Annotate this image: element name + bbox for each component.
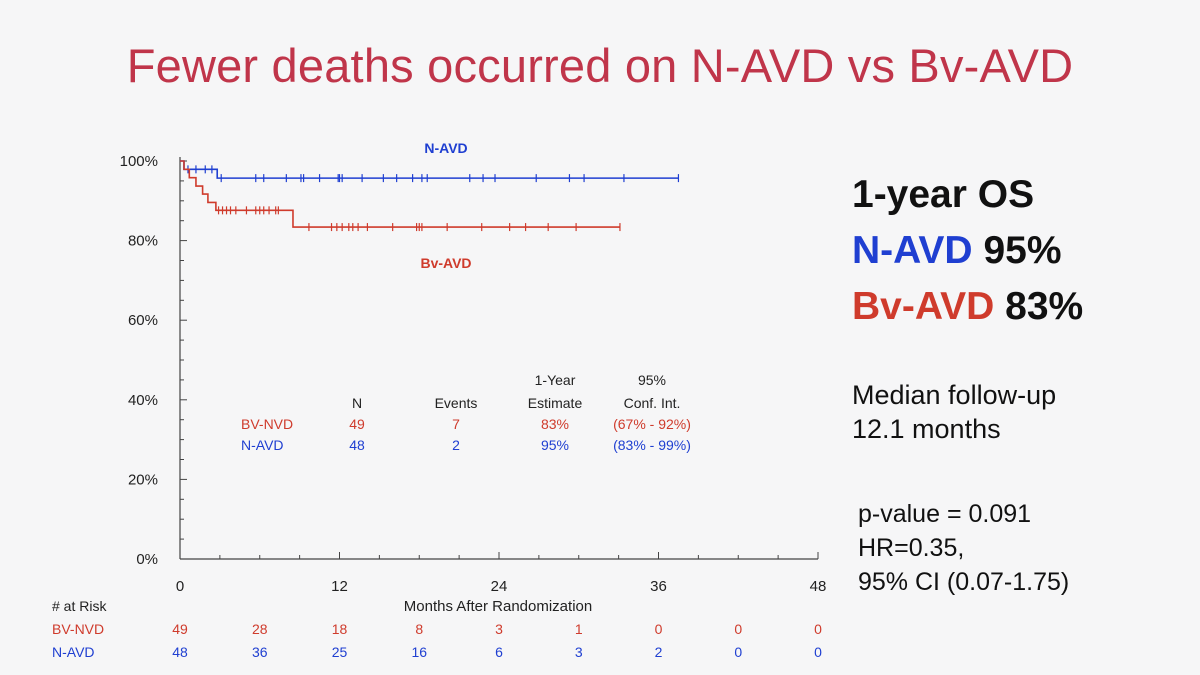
- stats-events: 7: [452, 416, 460, 432]
- at-risk-count: 6: [495, 644, 503, 660]
- slide-title: Fewer deaths occurred on N-AVD vs Bv-AVD: [126, 39, 1074, 92]
- one-year-os-heading: 1-year OS: [852, 173, 1035, 216]
- n-avd-os-label: N-AVD: [852, 229, 973, 272]
- at-risk-arm-label: BV-NVD: [52, 621, 104, 637]
- at-risk-count: 48: [172, 644, 188, 660]
- stats-header-top: 95%: [638, 372, 666, 388]
- n-avd-os-value: 95%: [983, 229, 1062, 272]
- x-axis-label: Months After Randomization: [404, 598, 592, 615]
- x-tick-label: 48: [810, 578, 827, 595]
- y-tick-label: 80%: [128, 233, 158, 250]
- y-tick-label: 40%: [128, 392, 158, 409]
- at-risk-count: 8: [415, 621, 423, 637]
- at-risk-count: 16: [411, 644, 427, 660]
- x-tick-label: 36: [650, 578, 667, 595]
- bv-avd-os-line: Bv-AVD 83%: [852, 285, 1083, 329]
- median-followup: Median follow-up 12.1 months: [852, 378, 1056, 446]
- stats-n: 48: [349, 437, 365, 453]
- y-tick-label: 100%: [120, 153, 158, 170]
- p-value: p-value = 0.091: [858, 500, 1032, 528]
- followup-line-1: Median follow-up: [852, 380, 1057, 410]
- at-risk-count: 49: [172, 621, 188, 637]
- at-risk-count: 3: [575, 644, 583, 660]
- at-risk-count: 28: [252, 621, 268, 637]
- confidence-interval: 95% CI (0.07-1.75): [858, 568, 1070, 596]
- at-risk-count: 1: [575, 621, 583, 637]
- stats-ci: (83% - 99%): [613, 437, 691, 453]
- x-tick-label: 0: [176, 578, 184, 595]
- at-risk-count: 0: [734, 644, 742, 660]
- y-tick-label: 20%: [128, 471, 158, 488]
- stats-block: p-value = 0.091 HR=0.35, 95% CI (0.07-1.…: [858, 497, 1069, 599]
- bv-avd-os-value: 83%: [1005, 285, 1084, 328]
- at-risk-count: 0: [814, 621, 822, 637]
- at-risk-count: 25: [332, 644, 348, 660]
- n-avd-survival-curve: [180, 160, 679, 179]
- y-tick-label: 60%: [128, 312, 158, 329]
- bv-avd-os-label: Bv-AVD: [852, 285, 995, 328]
- at-risk-count: 2: [655, 644, 663, 660]
- at-risk-count: 3: [495, 621, 503, 637]
- stats-arm: BV-NVD: [241, 416, 293, 432]
- stats-events: 2: [452, 437, 460, 453]
- stats-n: 49: [349, 416, 365, 432]
- followup-line-2: 12.1 months: [852, 414, 1001, 444]
- stats-estimate: 95%: [541, 437, 569, 453]
- at-risk-count: 0: [734, 621, 742, 637]
- bv-avd-curve-label: Bv-AVD: [420, 255, 471, 271]
- x-tick-label: 12: [331, 578, 348, 595]
- n-avd-curve-label: N-AVD: [424, 140, 467, 156]
- stats-header: Events: [435, 395, 478, 411]
- bv-avd-survival-curve: [180, 160, 620, 228]
- hazard-ratio: HR=0.35,: [858, 534, 965, 562]
- y-tick-label: 0%: [136, 551, 158, 568]
- stats-header: Conf. Int.: [624, 395, 681, 411]
- n-avd-os-line: N-AVD 95%: [852, 229, 1062, 273]
- stats-header: Estimate: [528, 395, 583, 411]
- at-risk-count: 0: [814, 644, 822, 660]
- at-risk-count: 0: [655, 621, 663, 637]
- stats-arm: N-AVD: [241, 437, 284, 453]
- stats-ci: (67% - 92%): [613, 416, 691, 432]
- at-risk-count: 36: [252, 644, 268, 660]
- at-risk-arm-label: N-AVD: [52, 644, 95, 660]
- stats-estimate: 83%: [541, 416, 569, 432]
- x-tick-label: 24: [491, 578, 508, 595]
- stats-header: N: [352, 395, 362, 411]
- at-risk-count: 18: [332, 621, 348, 637]
- at-risk-title: # at Risk: [52, 598, 107, 614]
- stats-header-top: 1-Year: [535, 372, 576, 388]
